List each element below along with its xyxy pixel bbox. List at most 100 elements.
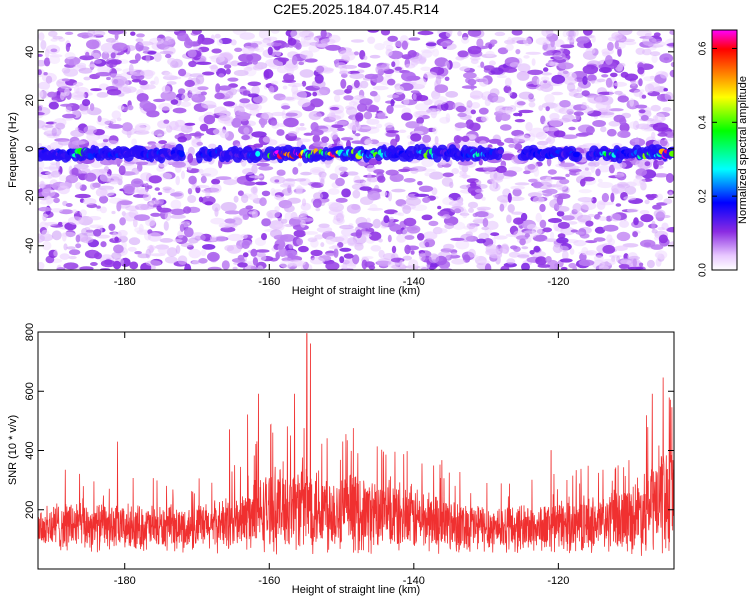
noise-blob — [638, 109, 646, 114]
noise-blob — [108, 59, 122, 65]
noise-blob — [403, 217, 417, 227]
noise-blob — [406, 225, 421, 234]
noise-blob — [339, 224, 354, 230]
noise-blob — [267, 46, 273, 56]
noise-blob — [611, 184, 626, 194]
noise-blob — [245, 205, 254, 210]
noise-blob — [328, 115, 342, 121]
noise-blob — [536, 78, 541, 86]
noise-blob — [556, 210, 565, 217]
noise-blob — [52, 35, 63, 40]
noise-blob — [653, 115, 658, 121]
noise-blob — [573, 239, 587, 247]
y-tick-label: 400 — [24, 441, 36, 459]
noise-blob — [469, 122, 481, 132]
noise-blob — [545, 256, 552, 263]
noise-blob — [321, 172, 326, 180]
noise-blob — [492, 96, 506, 103]
noise-blob — [124, 185, 135, 194]
noise-blob — [482, 166, 496, 171]
noise-blob — [341, 51, 356, 61]
noise-blob — [299, 69, 314, 78]
noise-blob — [587, 74, 597, 82]
noise-blob — [541, 30, 554, 37]
noise-blob — [325, 261, 340, 270]
noise-blob — [558, 62, 574, 70]
noise-blob — [105, 37, 117, 43]
noise-blob — [97, 66, 112, 74]
noise-blob — [419, 57, 426, 65]
noise-blob — [211, 178, 221, 185]
noise-blob — [387, 234, 392, 243]
noise-blob — [335, 62, 347, 69]
noise-blob — [59, 175, 68, 182]
noise-blob — [147, 232, 162, 242]
noise-blob — [61, 231, 76, 238]
noise-blob — [442, 172, 454, 178]
noise-blob — [314, 234, 324, 240]
noise-blob — [508, 105, 517, 112]
noise-blob — [563, 76, 578, 85]
noise-blob — [363, 55, 368, 61]
noise-blob — [259, 197, 267, 207]
noise-blob — [608, 120, 621, 127]
noise-blob — [598, 216, 608, 222]
noise-blob — [567, 35, 573, 41]
noise-blob — [218, 73, 225, 78]
noise-blob — [298, 245, 309, 253]
noise-blob — [653, 32, 661, 37]
noise-blob — [412, 93, 417, 100]
noise-blob — [471, 102, 481, 109]
noise-blob — [337, 127, 345, 132]
noise-blob — [223, 179, 238, 186]
noise-blob — [445, 113, 451, 123]
noise-blob — [610, 72, 618, 78]
noise-blob — [595, 168, 601, 177]
noise-blob — [146, 185, 153, 190]
noise-blob — [213, 106, 228, 116]
noise-blob — [663, 57, 670, 61]
noise-blob — [372, 85, 389, 91]
noise-blob — [50, 208, 63, 213]
noise-blob — [83, 125, 97, 135]
noise-blob — [328, 209, 344, 216]
noise-blob — [109, 63, 114, 69]
noise-blob — [280, 183, 295, 188]
noise-blob — [432, 126, 438, 135]
noise-blob — [202, 71, 215, 76]
noise-blob — [369, 90, 378, 97]
noise-blob — [300, 35, 307, 45]
noise-blob — [202, 167, 218, 178]
noise-blob — [368, 231, 382, 241]
noise-blob — [605, 77, 613, 88]
noise-blob — [357, 62, 371, 68]
noise-blob — [593, 237, 606, 242]
noise-blob — [42, 183, 52, 194]
noise-blob — [196, 141, 203, 146]
noise-blob — [655, 41, 666, 47]
noise-blob — [87, 216, 102, 221]
noise-blob — [42, 241, 52, 251]
noise-blob — [75, 243, 82, 249]
noise-blob — [597, 165, 611, 173]
noise-blob — [484, 263, 492, 270]
noise-blob — [367, 30, 379, 33]
noise-blob — [560, 44, 575, 49]
noise-blob — [211, 48, 222, 54]
noise-blob — [410, 133, 422, 142]
noise-blob — [511, 211, 524, 215]
noise-blob — [320, 30, 327, 38]
noise-blob — [340, 78, 347, 89]
noise-blob — [128, 237, 141, 246]
noise-blob — [59, 253, 70, 260]
noise-blob — [275, 196, 285, 201]
noise-blob — [493, 235, 508, 240]
noise-blob — [521, 262, 530, 270]
noise-blob — [583, 176, 595, 182]
noise-blob — [508, 90, 513, 96]
noise-blob — [119, 217, 126, 226]
noise-blob — [298, 61, 305, 66]
noise-blob — [553, 130, 566, 138]
noise-blob — [509, 196, 525, 201]
noise-blob — [209, 235, 217, 242]
